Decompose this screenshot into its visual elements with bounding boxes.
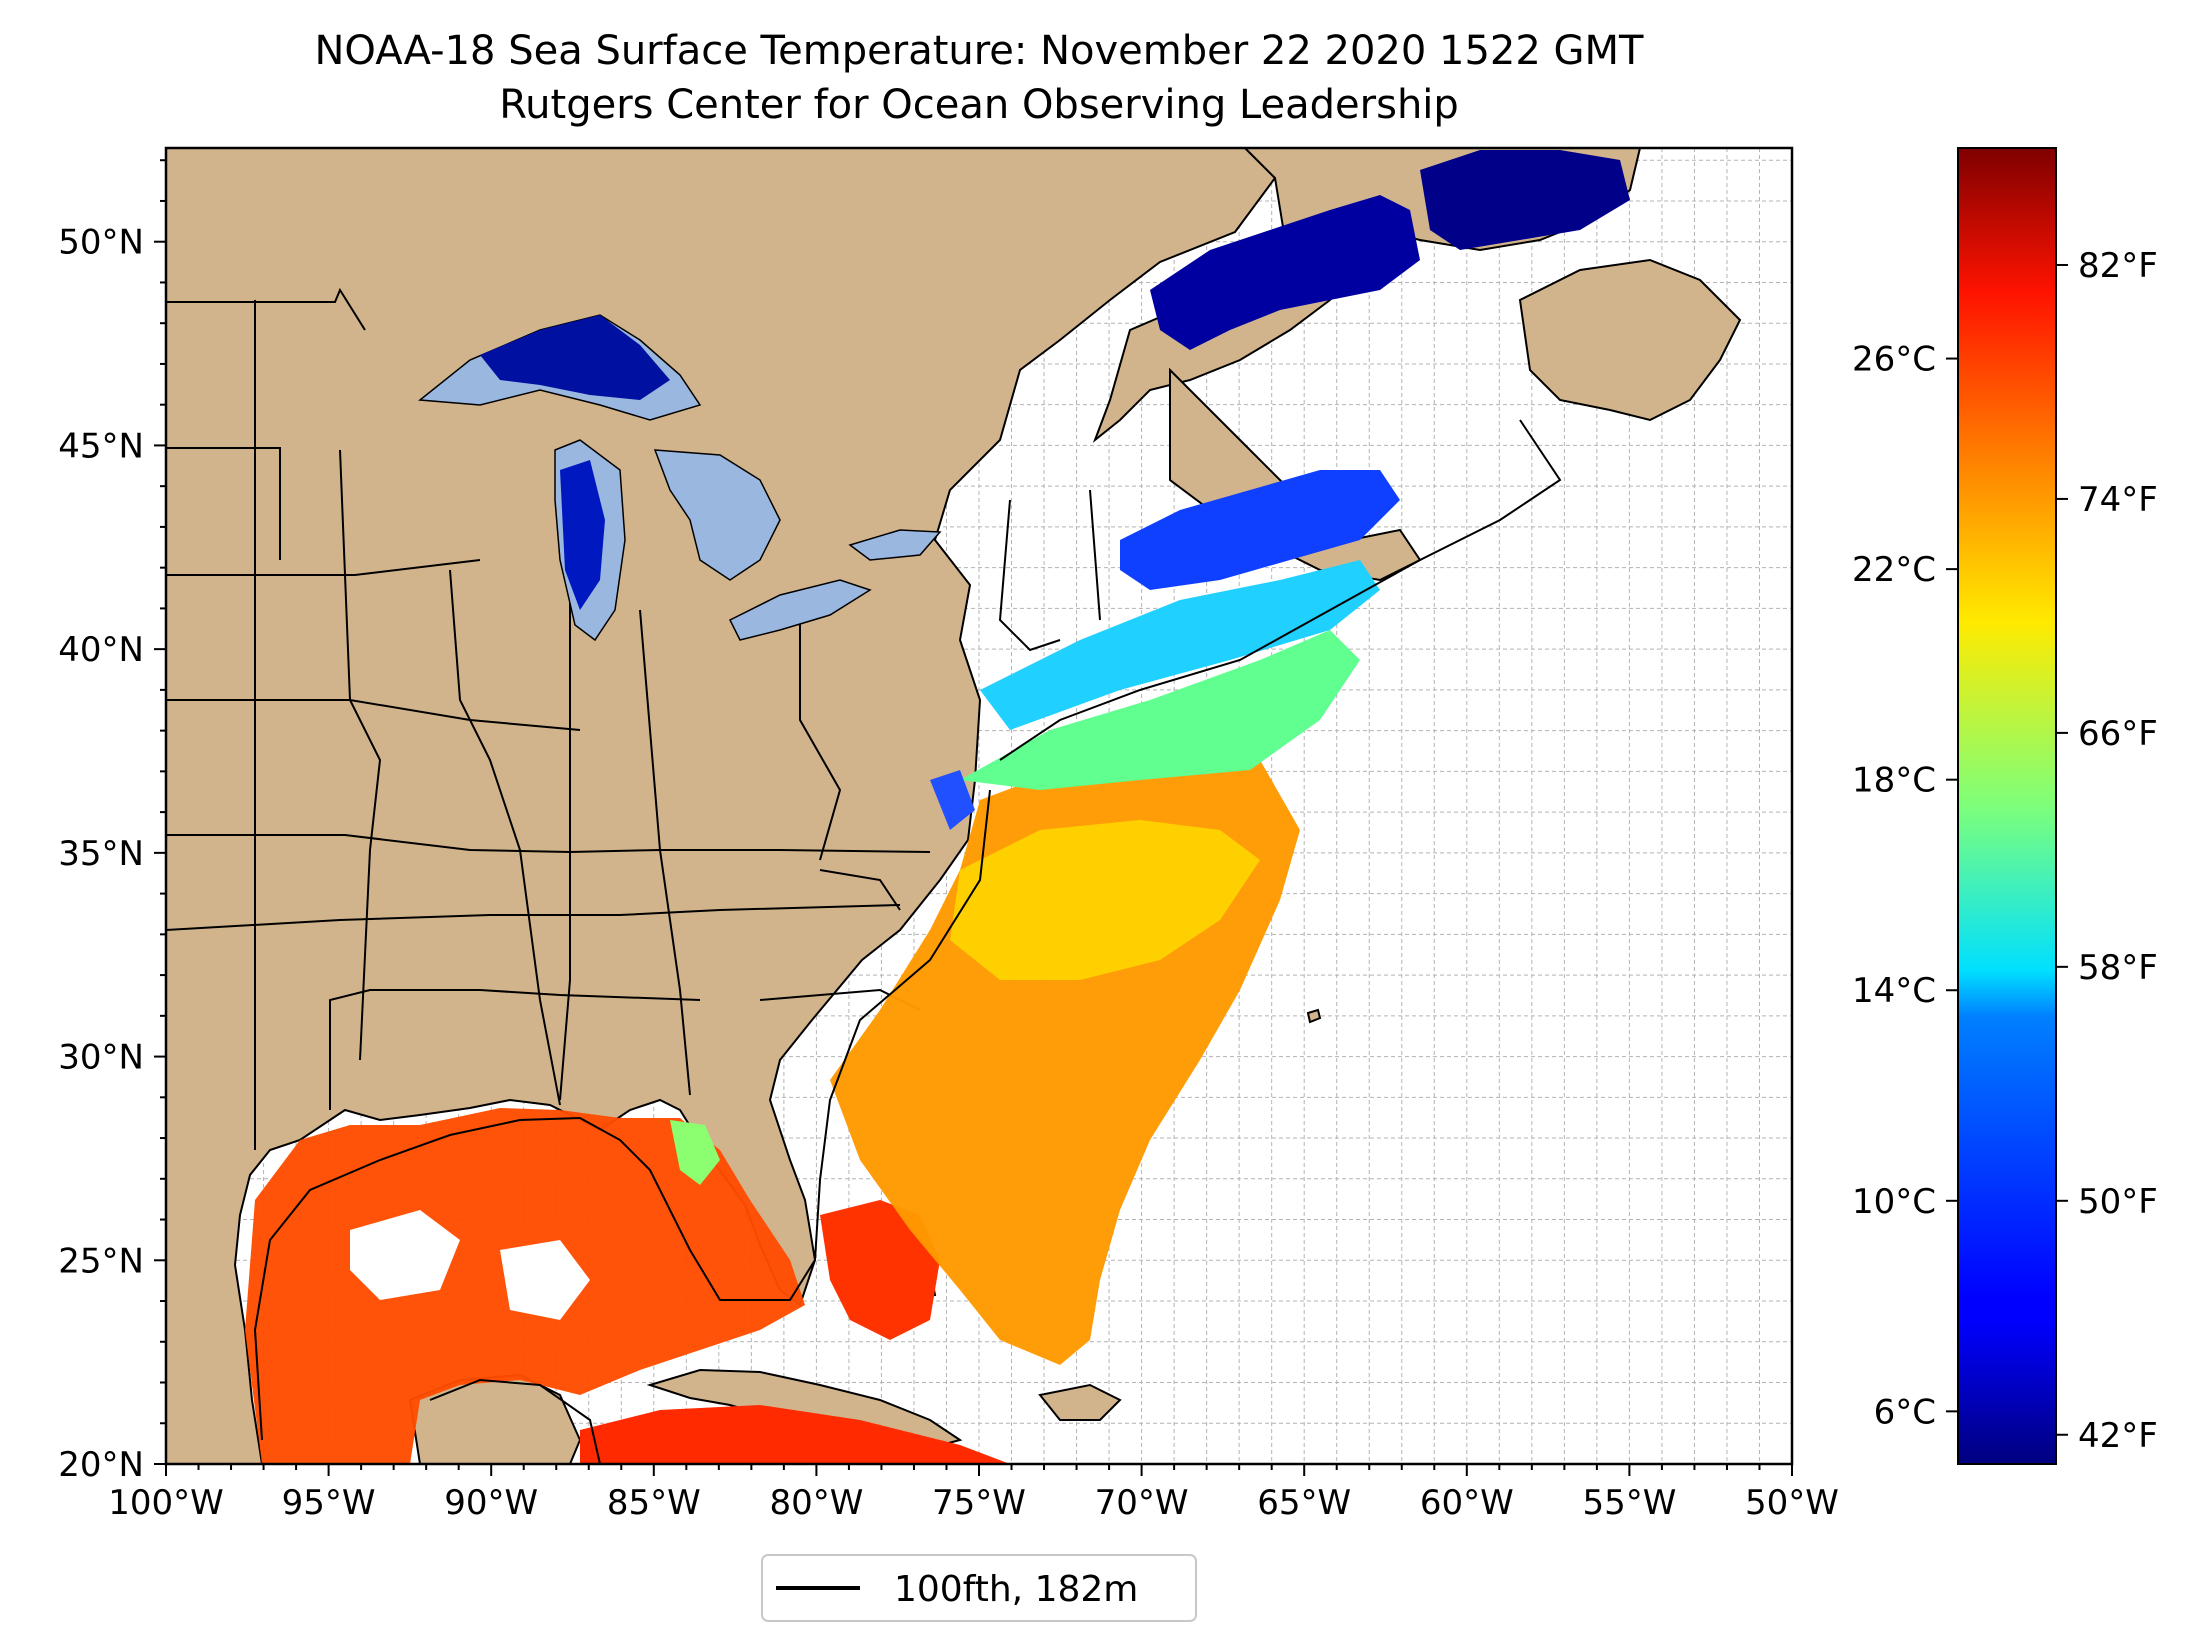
map-axis-ticks: [154, 159, 1793, 1476]
sst-lake-michigan-sst: [560, 460, 605, 610]
sst-shelf-cyan: [980, 560, 1380, 730]
sst-ches-blue: [930, 770, 975, 830]
lat-tick-label: 35°N: [58, 834, 144, 874]
state-borders: [166, 287, 1101, 1150]
lon-tick-label: 55°W: [1582, 1483, 1676, 1523]
land-bermuda: [1306, 1008, 1322, 1024]
lon-tick-label: 95°W: [282, 1483, 376, 1523]
longitude-labels: 100°W 95°W 90°W 85°W 80°W 75°W 70°W 65°W 60°W 55°…: [108, 1483, 1839, 1523]
lon-tick-label: 100°W: [108, 1483, 224, 1523]
colorbar-gradient: [1957, 147, 2057, 1465]
colorbar-celsius-ticks: 6°C 10°C 14°C 18°C 22°C 26°C: [1852, 340, 1958, 1432]
lat-tick-label: 40°N: [58, 630, 144, 670]
colorbar-fahrenheit-label: 66°F: [2078, 714, 2158, 754]
colorbar-fahrenheit-label: 42°F: [2078, 1416, 2158, 1456]
colorbar: 6°C 10°C 14°C 18°C 22°C 26°C 42°F 50°F 58°F 66°F…: [1852, 147, 2158, 1465]
legend: 100fth, 182m: [761, 1554, 1197, 1622]
colorbar-celsius-label: 26°C: [1852, 340, 1936, 380]
lake-huron: [653, 449, 781, 581]
colorbar-fahrenheit-ticks: 42°F 50°F 58°F 66°F 74°F 82°F: [2056, 246, 2158, 1456]
sst-slope-green: [960, 630, 1360, 790]
land-newfoundland: [1518, 258, 1742, 422]
colorbar-fahrenheit-label: 58°F: [2078, 948, 2158, 988]
sst-caribbean: [580, 1405, 1010, 1464]
lat-tick-label: 50°N: [58, 223, 144, 263]
colorbar-fahrenheit-label: 50°F: [2078, 1182, 2158, 1222]
lon-tick-label: 60°W: [1420, 1483, 1514, 1523]
lon-tick-label: 90°W: [444, 1483, 538, 1523]
figure-subtitle: Rutgers Center for Ocean Observing Leade…: [499, 82, 1459, 128]
lake-erie: [728, 579, 872, 641]
lat-tick-label: 20°N: [58, 1445, 144, 1485]
colorbar-celsius-label: 6°C: [1874, 1392, 1936, 1432]
lon-tick-label: 65°W: [1257, 1483, 1351, 1523]
colorbar-fahrenheit-label: 74°F: [2078, 480, 2158, 520]
sst-layer: [245, 150, 1630, 1464]
sst-labrador-blue: [1420, 150, 1630, 250]
sst-gulf-of-st-lawrence: [1150, 195, 1420, 350]
legend-label: 100fth, 182m: [894, 1569, 1138, 1610]
lat-tick-label: 25°N: [58, 1241, 144, 1281]
lat-tick-label: 30°N: [58, 1038, 144, 1078]
colorbar-celsius-label: 22°C: [1852, 550, 1936, 590]
legend-box: [761, 1554, 1197, 1622]
isobath-100fth: [253, 419, 1562, 1464]
sst-atlantic-yellow: [950, 820, 1260, 980]
sst-gulf-cloud-2: [500, 1240, 590, 1320]
lon-tick-label: 80°W: [769, 1483, 863, 1523]
colorbar-celsius-label: 14°C: [1852, 971, 1936, 1011]
sst-gulf-of-maine-blue: [1120, 470, 1400, 590]
latitude-labels: 20°N 25°N 30°N 35°N 40°N 45°N 50°N: [58, 223, 144, 1485]
colorbar-celsius-label: 18°C: [1852, 761, 1936, 801]
colorbar-celsius-label: 10°C: [1852, 1182, 1936, 1222]
lat-tick-label: 45°N: [58, 426, 144, 466]
land-north-america: [166, 148, 1277, 1464]
sst-lake-superior-sst: [480, 315, 670, 400]
lake-ontario: [848, 529, 942, 561]
sst-gulf-cloud-1: [350, 1210, 460, 1300]
figure-title: NOAA-18 Sea Surface Temperature: Novembe…: [315, 28, 1645, 74]
colorbar-fahrenheit-label: 82°F: [2078, 246, 2158, 286]
lon-tick-label: 75°W: [932, 1483, 1026, 1523]
sst-florida-straits: [820, 1200, 940, 1340]
lon-tick-label: 50°W: [1745, 1483, 1839, 1523]
lon-tick-label: 85°W: [607, 1483, 701, 1523]
map-panel: [166, 148, 1792, 1464]
sst-gulf-coastal-green: [670, 1120, 720, 1185]
lon-tick-label: 70°W: [1095, 1483, 1189, 1523]
land-hispaniola: [1038, 1383, 1122, 1421]
